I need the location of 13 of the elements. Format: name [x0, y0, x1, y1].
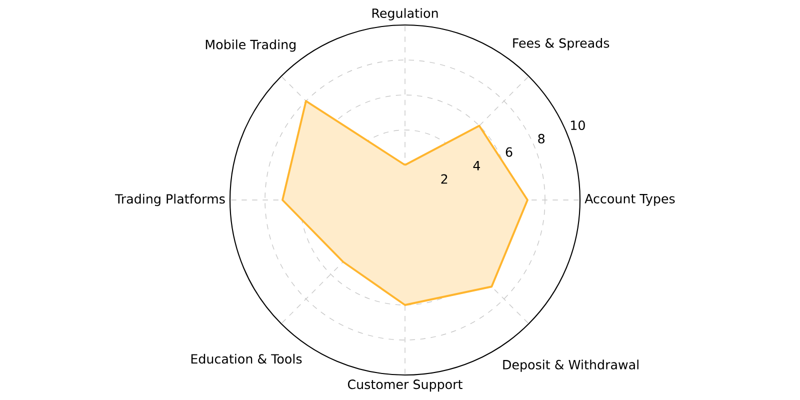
y-tick-label: 8 — [538, 134, 545, 144]
spoke-label: Account Types — [584, 194, 675, 206]
spoke-label: Customer Support — [348, 380, 462, 392]
y-tick-label: 10 — [571, 120, 585, 130]
y-tick-label: 6 — [506, 147, 512, 157]
spoke-label: Regulation — [372, 8, 438, 20]
spoke-label: Education & Tools — [191, 354, 302, 364]
spoke-label: Fees & Spreads — [513, 38, 610, 50]
spoke-label: Mobile Trading — [206, 40, 296, 52]
y-tick-label: 4 — [473, 160, 480, 170]
spoke-label: Deposit & Withdrawal — [503, 360, 638, 372]
y-tick-label: 2 — [441, 174, 448, 184]
spoke-label: Trading Platforms — [115, 194, 225, 206]
